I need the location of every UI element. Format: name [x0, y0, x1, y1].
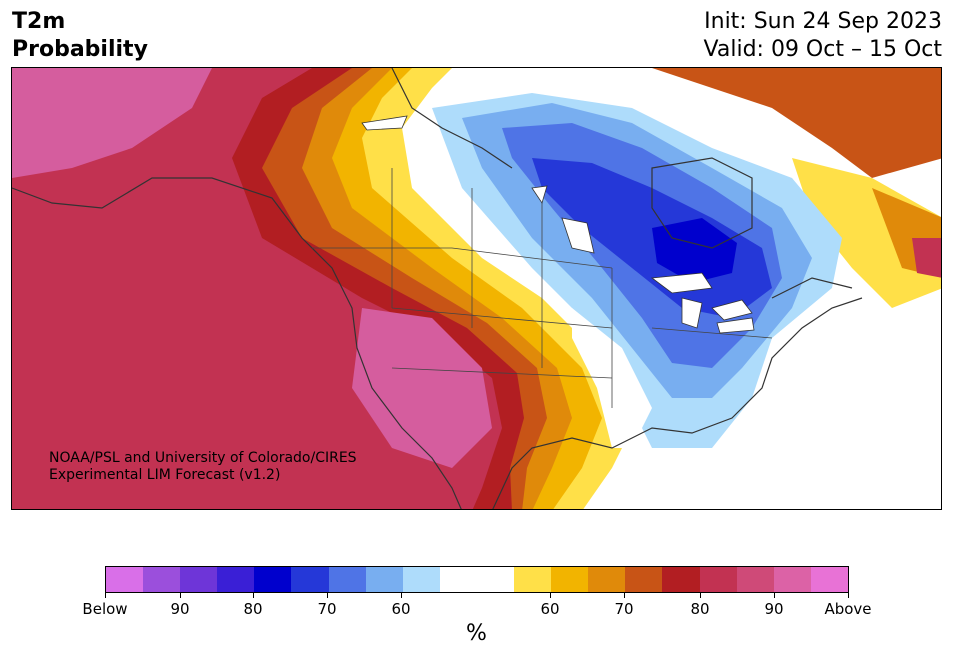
warm-region-90 [12, 68, 212, 178]
colorbar-swatch [625, 567, 663, 592]
colorbar-swatch [106, 567, 144, 592]
valid-range: Valid: 09 Oct – 15 Oct [703, 37, 942, 62]
colorbar-swatch [254, 567, 292, 592]
colorbar-legend [105, 566, 849, 593]
colorbar-swatch [365, 567, 403, 592]
colorbar-swatch [588, 567, 626, 592]
coastline-outlines [12, 68, 863, 509]
colorbar-tick-mark [700, 593, 701, 598]
colorbar-tick-label: 70 [317, 600, 337, 618]
colorbar-tick-mark [253, 593, 254, 598]
colorbar-swatch [773, 567, 811, 592]
colorbar-swatch [551, 567, 589, 592]
colorbar-swatch [291, 567, 329, 592]
colorbar-tick-mark [105, 593, 106, 598]
init-date: Init: Sun 24 Sep 2023 [704, 9, 942, 34]
colorbar-swatch [699, 567, 737, 592]
colorbar-swatch [439, 567, 477, 592]
colorbar-tick-mark [550, 593, 551, 598]
map-title: T2m Probability [12, 8, 148, 64]
warm-southwest-90 [352, 308, 492, 468]
colorbar-tick-mark [401, 593, 402, 598]
title-product: Probability [12, 37, 148, 62]
colorbar-tick-label: Below [82, 600, 128, 618]
probability-map [12, 68, 941, 509]
colorbar-swatch [217, 567, 255, 592]
great-lakes [361, 115, 755, 334]
colorbar-swatch [810, 567, 848, 592]
colorbar-tick-label: 90 [764, 600, 784, 618]
warm-newfoundland [912, 238, 941, 278]
colorbar-tick-label: 70 [614, 600, 634, 618]
colorbar-tick-label: 90 [170, 600, 190, 618]
colorbar-tick-mark [327, 593, 328, 598]
credit-line-2: Experimental LIM Forecast (v1.2) [49, 467, 281, 483]
credit-line-1: NOAA/PSL and University of Colorado/CIRE… [49, 450, 357, 466]
colorbar-swatch [180, 567, 218, 592]
colorbar-swatch [402, 567, 440, 592]
colorbar-tick-mark [624, 593, 625, 598]
colorbar-tick-mark [774, 593, 775, 598]
map-panel [11, 67, 942, 510]
cool-region-80 [652, 218, 737, 283]
colorbar-swatch [476, 567, 515, 592]
colorbar-tick-mark [180, 593, 181, 598]
colorbar-swatch [328, 567, 366, 592]
colorbar-tick-label: Above [824, 600, 872, 618]
colorbar-unit: % [466, 621, 487, 646]
colorbar-tick-label: 60 [391, 600, 411, 618]
colorbar-tick-label: 80 [243, 600, 263, 618]
warm-northeast [652, 68, 941, 178]
forecast-dates: Init: Sun 24 Sep 2023 Valid: 09 Oct – 15… [704, 8, 942, 64]
colorbar-tick-mark [848, 593, 849, 598]
political-borders [312, 168, 773, 408]
warm-labrador-55 [792, 158, 941, 308]
colorbar-swatch [662, 567, 700, 592]
colorbar-swatch [143, 567, 181, 592]
colorbar-tick-label: 80 [690, 600, 710, 618]
colorbar-swatch [514, 567, 552, 592]
title-variable: T2m [12, 9, 66, 34]
colorbar-tick-label: 60 [540, 600, 560, 618]
data-credit: NOAA/PSL and University of Colorado/CIRE… [49, 450, 357, 484]
colorbar-swatch [736, 567, 774, 592]
